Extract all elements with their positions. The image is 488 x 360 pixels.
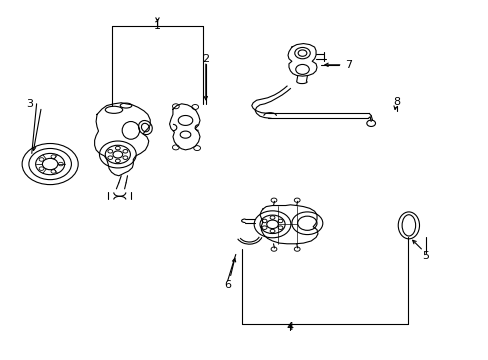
Text: 1: 1 [154,21,161,31]
Text: 6: 6 [224,280,231,289]
Text: 2: 2 [202,54,209,64]
Text: 8: 8 [392,97,400,107]
Text: 4: 4 [286,322,293,332]
Text: 3: 3 [26,99,33,109]
Text: 7: 7 [344,60,351,70]
Text: 5: 5 [422,251,428,261]
